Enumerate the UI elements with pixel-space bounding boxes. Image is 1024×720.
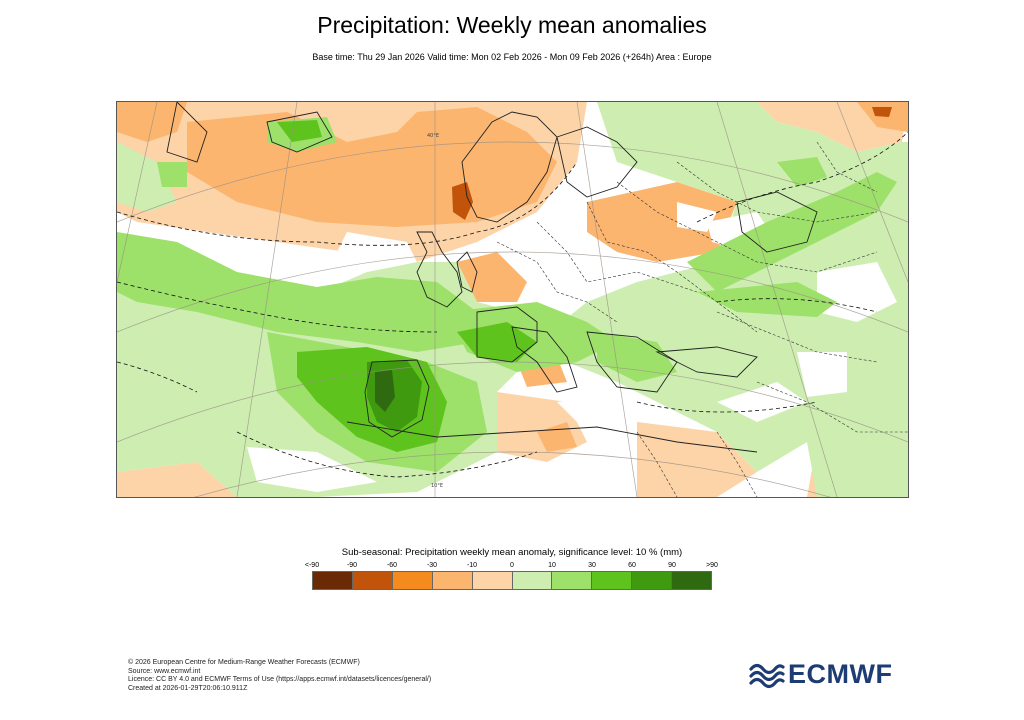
footer-copyright: © 2026 European Centre for Medium-Range … xyxy=(128,659,360,666)
footer-licence[interactable]: Licence: CC BY 4.0 and ECMWF Terms of Us… xyxy=(128,676,432,684)
legend-swatch xyxy=(432,572,473,589)
page-title: Precipitation: Weekly mean anomalies xyxy=(317,12,707,38)
legend-label: 90 xyxy=(668,562,676,569)
anomaly-map: 40°E 10°E xyxy=(116,101,909,498)
legend-label: -90 xyxy=(346,562,358,569)
legend-swatch xyxy=(352,572,393,589)
map-canvas: 40°E 10°E xyxy=(117,102,908,497)
footer-created: Created at 2026-01-29T20:06:10.911Z xyxy=(128,684,248,692)
legend-swatch xyxy=(313,572,353,589)
legend-swatch xyxy=(552,572,593,589)
legend-label: 30 xyxy=(588,562,596,569)
legend-label: -60 xyxy=(386,562,398,569)
legend-swatch xyxy=(392,572,433,589)
color-legend: <-90 -90 -60 -30 -10 0 10 30 60 90 >90 xyxy=(305,562,718,590)
grid-label-south: 10°E xyxy=(431,483,443,489)
significance-contours xyxy=(117,131,908,478)
page-subtitle: Base time: Thu 29 Jan 2026 Valid time: M… xyxy=(312,52,712,62)
grid-label-north: 40°E xyxy=(427,133,439,139)
legend-color-bar xyxy=(312,571,712,590)
anomaly-positive-extreme xyxy=(375,370,395,412)
legend-label: -30 xyxy=(426,562,438,569)
legend-label: >90 xyxy=(706,562,718,569)
legend-swatch xyxy=(592,572,633,589)
legend-label: -10 xyxy=(466,562,478,569)
legend-swatch xyxy=(512,572,553,589)
footer-credits: © 2026 European Centre for Medium-Range … xyxy=(128,659,431,693)
ecmwf-logo-icon xyxy=(749,663,785,689)
legend-label: 0 xyxy=(510,562,514,569)
legend-swatch xyxy=(472,572,513,589)
legend-label: 10 xyxy=(548,562,556,569)
legend-label: <-90 xyxy=(304,562,320,569)
legend-swatch xyxy=(672,572,712,589)
coastlines xyxy=(166,102,818,453)
footer-source[interactable]: Source: www.ecmwf.int xyxy=(128,667,201,675)
ecmwf-logo[interactable]: ECMWF xyxy=(748,659,898,691)
legend-labels: <-90 -90 -60 -30 -10 0 10 30 60 90 >90 xyxy=(305,562,718,571)
borders xyxy=(496,141,908,497)
ecmwf-logo-text: ECMWF xyxy=(788,659,893,689)
legend-swatch xyxy=(632,572,673,589)
legend-label: 60 xyxy=(628,562,636,569)
legend-title: Sub-seasonal: Precipitation weekly mean … xyxy=(341,547,683,558)
